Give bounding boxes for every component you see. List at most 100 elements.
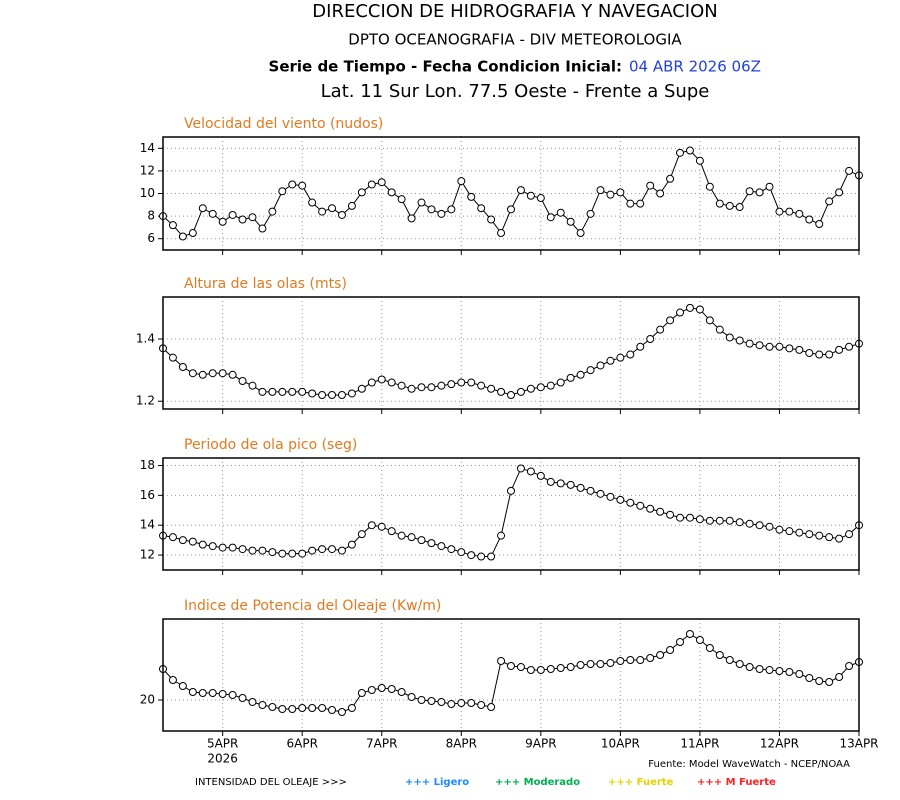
- data-point: [268, 548, 277, 557]
- data-point: [228, 543, 237, 552]
- data-point: [168, 533, 177, 542]
- data-point: [666, 174, 675, 183]
- data-point: [546, 381, 555, 390]
- y-tick-label: 20: [140, 693, 155, 707]
- data-point: [566, 373, 575, 382]
- data-point: [616, 188, 625, 197]
- data-point: [695, 636, 704, 644]
- data-point: [337, 210, 346, 219]
- data-point: [278, 387, 287, 396]
- data-point: [735, 660, 744, 668]
- data-point: [616, 657, 625, 665]
- x-tick-label: 10APR: [601, 737, 640, 751]
- data-point: [407, 214, 416, 223]
- data-point: [347, 704, 356, 712]
- data-point: [198, 204, 207, 213]
- data-point: [616, 353, 625, 362]
- data-point: [467, 192, 476, 201]
- data-point: [387, 188, 396, 197]
- data-point: [586, 660, 595, 668]
- data-point: [516, 663, 525, 671]
- data-point: [685, 630, 694, 638]
- data-point: [278, 549, 287, 558]
- data-point: [178, 363, 187, 371]
- data-point: [735, 518, 744, 527]
- data-point: [168, 221, 177, 230]
- data-point: [765, 522, 774, 531]
- data-point: [845, 166, 854, 175]
- x-tick-label: 7APR: [366, 737, 397, 751]
- data-point: [646, 504, 655, 513]
- data-point: [258, 701, 267, 709]
- data-point: [516, 186, 525, 195]
- data-point: [596, 186, 605, 195]
- data-point: [755, 521, 764, 530]
- data-point: [318, 207, 327, 216]
- data-point: [417, 383, 426, 392]
- data-point: [477, 552, 486, 561]
- data-point: [467, 551, 476, 560]
- data-point: [328, 391, 337, 399]
- data-point: [566, 480, 575, 489]
- data-point: [745, 663, 754, 671]
- data-point: [586, 209, 595, 218]
- data-point: [805, 674, 814, 682]
- data-point: [586, 486, 595, 495]
- data-point: [467, 699, 476, 707]
- data-point: [576, 229, 585, 238]
- series-line: [162, 307, 860, 396]
- data-point: [676, 148, 685, 157]
- data-point: [556, 479, 565, 488]
- data-point: [507, 662, 515, 670]
- data-point: [308, 389, 317, 398]
- data-point: [278, 187, 287, 196]
- data-point: [387, 685, 396, 693]
- data-point: [208, 369, 217, 378]
- data-point: [576, 483, 585, 492]
- x-tick-label: 12APR: [760, 737, 799, 751]
- x-tick-label: 13APR: [839, 737, 878, 751]
- data-point: [636, 501, 645, 510]
- data-point: [845, 662, 854, 670]
- legend-entry: +++ Ligero: [405, 777, 469, 788]
- data-point: [795, 209, 804, 218]
- legend-entry: +++ Moderado: [495, 777, 580, 788]
- data-point: [606, 659, 615, 667]
- data-point: [755, 188, 764, 197]
- data-point: [566, 663, 575, 671]
- data-point: [258, 224, 267, 233]
- data-point: [308, 704, 317, 712]
- data-point: [626, 199, 635, 208]
- data-point: [487, 703, 496, 711]
- data-point: [835, 673, 844, 681]
- data-point: [497, 387, 506, 396]
- data-point: [447, 205, 456, 214]
- data-point: [666, 510, 675, 519]
- data-point: [646, 181, 655, 190]
- data-point: [377, 178, 386, 187]
- data-point: [477, 204, 486, 213]
- data-point: [566, 217, 575, 226]
- data-point: [417, 696, 426, 704]
- data-point: [825, 350, 834, 359]
- data-point: [497, 531, 506, 540]
- data-point: [337, 546, 346, 555]
- data-point: [685, 513, 694, 522]
- data-point: [745, 339, 754, 348]
- data-point: [745, 519, 754, 528]
- data-point: [437, 209, 446, 218]
- data-point: [845, 342, 854, 351]
- data-point: [467, 378, 476, 387]
- data-point: [526, 384, 535, 393]
- data-point: [457, 699, 466, 707]
- data-point: [835, 534, 844, 543]
- data-point: [168, 353, 177, 362]
- data-point: [218, 690, 227, 698]
- data-point: [676, 308, 685, 317]
- data-point: [755, 341, 764, 350]
- data-point: [606, 492, 615, 501]
- data-point: [676, 513, 685, 522]
- data-point: [278, 705, 287, 713]
- data-point: [487, 384, 496, 393]
